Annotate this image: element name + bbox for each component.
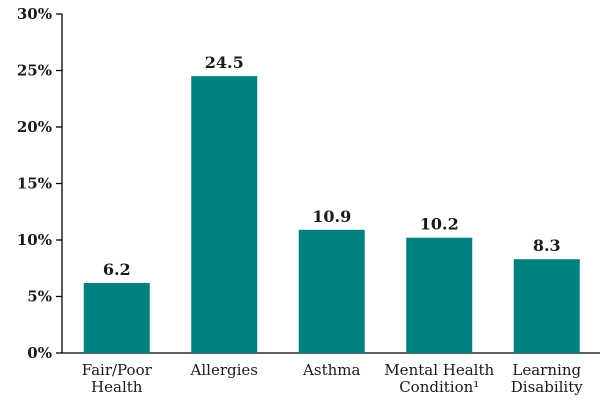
category-label: Mental Health Condition¹ [384, 361, 494, 396]
bar-value-label: 24.5 [205, 53, 244, 72]
y-tick-label: 15% [17, 175, 52, 193]
category-labels: Fair/Poor Health Allergies Asthma Mental Hea… [82, 361, 584, 396]
y-tick-label: 5% [27, 288, 52, 306]
category-label: Asthma [302, 361, 360, 379]
bar [83, 282, 150, 353]
y-tick-label: 10% [17, 231, 52, 249]
y-axis: 0% 5% 10% 15% 20% 25% 30% [17, 5, 63, 362]
bars [83, 76, 580, 354]
bar-value-label: 8.3 [533, 236, 561, 255]
category-label: Learning Disability [511, 361, 583, 396]
bar-value-label: 10.9 [312, 207, 351, 226]
bar-value-label: 10.2 [420, 215, 459, 234]
category-label: Allergies [190, 361, 258, 379]
y-tick-label: 30% [17, 5, 52, 23]
bar [406, 237, 473, 353]
category-label: Fair/Poor Health [82, 361, 153, 396]
y-tick-label: 20% [17, 118, 52, 136]
bar [191, 76, 258, 354]
value-labels: 6.2 24.5 10.9 10.2 8.3 [103, 53, 561, 279]
bar-value-label: 6.2 [103, 260, 131, 279]
bar [513, 259, 580, 353]
y-tick-label: 0% [27, 344, 52, 362]
bar [298, 229, 365, 353]
y-tick-label: 25% [17, 62, 52, 80]
